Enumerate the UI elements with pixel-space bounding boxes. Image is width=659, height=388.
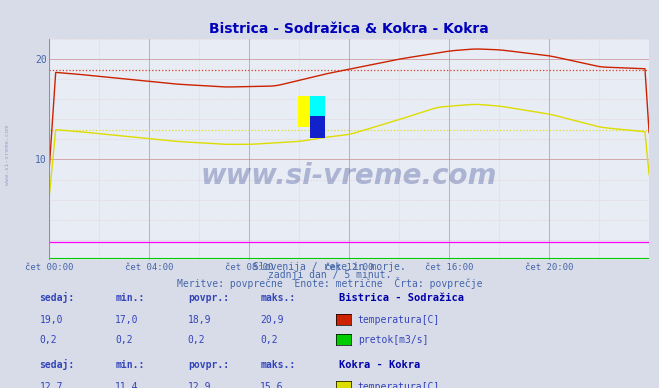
Text: temperatura[C]: temperatura[C] [358,382,440,388]
Text: 19,0: 19,0 [40,315,63,325]
Text: www.si-vreme.com: www.si-vreme.com [201,162,498,190]
Bar [310,96,326,123]
Text: Kokra - Kokra: Kokra - Kokra [339,360,420,370]
Text: sedaj:: sedaj: [40,292,74,303]
Text: 17,0: 17,0 [115,315,139,325]
Text: www.si-vreme.com: www.si-vreme.com [5,125,11,185]
Text: 0,2: 0,2 [40,334,57,345]
Text: 0,2: 0,2 [115,334,133,345]
Text: min.:: min.: [115,360,145,370]
Bar [310,116,326,139]
Text: min.:: min.: [115,293,145,303]
Text: 20,9: 20,9 [260,315,284,325]
Text: Slovenija / reke in morje.: Slovenija / reke in morje. [253,262,406,272]
Text: povpr.:: povpr.: [188,293,229,303]
Text: 15,6: 15,6 [260,382,284,388]
Text: 18,9: 18,9 [188,315,212,325]
Text: 12,9: 12,9 [188,382,212,388]
Text: povpr.:: povpr.: [188,360,229,370]
Text: maks.:: maks.: [260,360,295,370]
Text: sedaj:: sedaj: [40,359,74,370]
Text: 12,7: 12,7 [40,382,63,388]
Text: maks.:: maks.: [260,293,295,303]
Text: Meritve: povprečne  Enote: metrične  Črta: povprečje: Meritve: povprečne Enote: metrične Črta:… [177,277,482,289]
Text: 11,4: 11,4 [115,382,139,388]
Text: zadnji dan / 5 minut.: zadnji dan / 5 minut. [268,270,391,280]
Bar [299,96,310,127]
Text: Bistrica - Sodražica: Bistrica - Sodražica [339,293,465,303]
Text: 0,2: 0,2 [188,334,206,345]
Text: pretok[m3/s]: pretok[m3/s] [358,334,428,345]
Title: Bistrica - Sodražica & Kokra - Kokra: Bistrica - Sodražica & Kokra - Kokra [210,22,489,36]
Text: 0,2: 0,2 [260,334,278,345]
Text: temperatura[C]: temperatura[C] [358,315,440,325]
